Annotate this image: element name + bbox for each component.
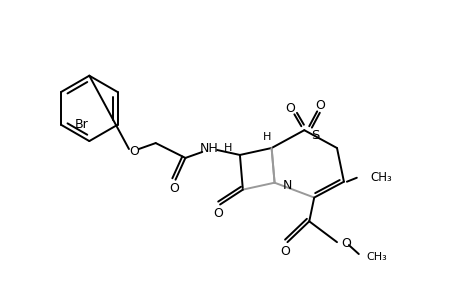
Text: H: H bbox=[262, 132, 270, 142]
Text: NH: NH bbox=[199, 142, 218, 154]
Text: Br: Br bbox=[74, 118, 88, 131]
Text: O: O bbox=[213, 207, 223, 220]
Text: CH₃: CH₃ bbox=[370, 171, 392, 184]
Text: CH₃: CH₃ bbox=[366, 252, 386, 262]
Text: O: O bbox=[285, 102, 295, 115]
Text: N: N bbox=[282, 179, 291, 192]
Text: S: S bbox=[311, 129, 319, 142]
Text: H: H bbox=[223, 143, 231, 153]
Text: O: O bbox=[280, 244, 290, 258]
Text: O: O bbox=[314, 99, 325, 112]
Text: O: O bbox=[169, 182, 179, 195]
Text: O: O bbox=[129, 146, 139, 158]
Text: O: O bbox=[340, 237, 350, 250]
